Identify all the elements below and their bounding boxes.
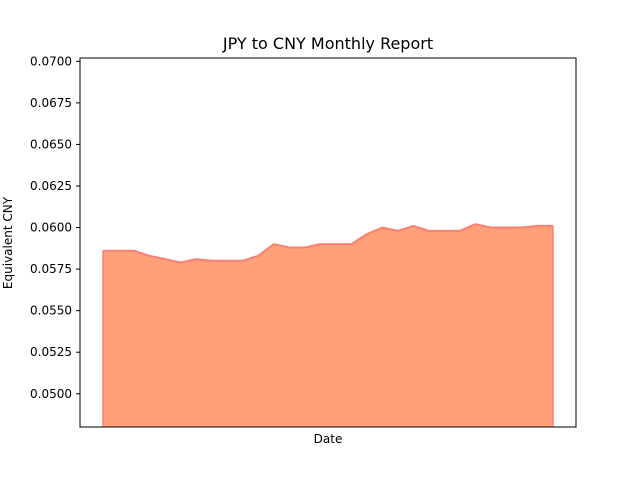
y-tick-label: 0.0675 — [30, 96, 72, 110]
series-line — [103, 223, 553, 264]
area-layer — [102, 223, 554, 427]
y-tick-label: 0.0625 — [30, 179, 72, 193]
y-tick-label: 0.0650 — [30, 137, 72, 151]
y-tick-label: 0.0600 — [30, 221, 72, 235]
y-tick-label: 0.0575 — [30, 262, 72, 276]
chart-title: JPY to CNY Monthly Report — [222, 34, 433, 53]
y-tick-label: 0.0500 — [30, 387, 72, 401]
area-fill — [103, 224, 553, 427]
y-tick-label: 0.0525 — [30, 345, 72, 359]
y-axis: 0.0500 0.0525 0.0550 0.0575 0.0600 0.0625 0.06… — [30, 54, 80, 401]
y-axis-label: Equivalent CNY — [1, 196, 15, 289]
y-tick-label: 0.0700 — [30, 54, 72, 68]
plot-frame — [79, 57, 577, 428]
x-axis-label: Date — [314, 432, 343, 446]
y-tick-label: 0.0550 — [30, 304, 72, 318]
